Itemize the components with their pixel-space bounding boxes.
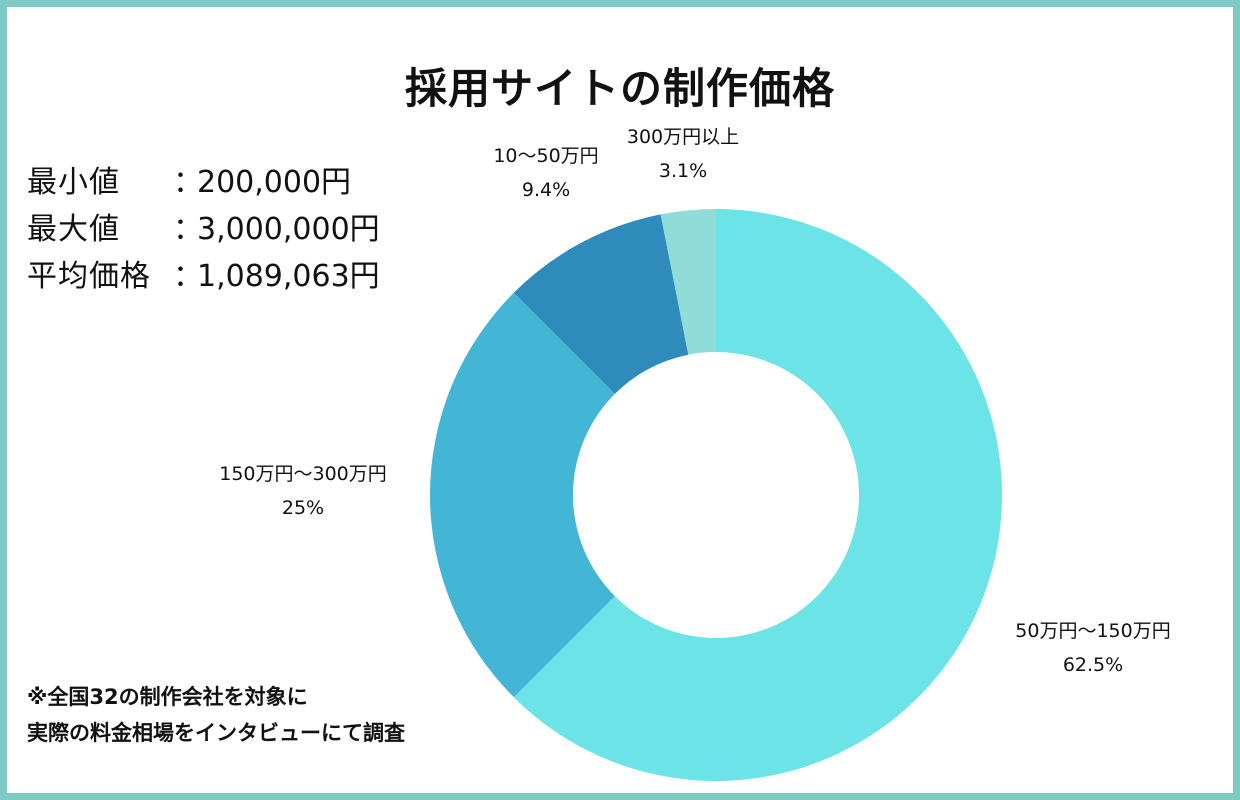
survey-note: ※全国32の制作会社を対象に 実際の料金相場をインタビューにて調査 bbox=[27, 679, 405, 751]
stat-label: 最大値 bbox=[27, 211, 120, 247]
survey-note-line: ※全国32の制作会社を対象に bbox=[27, 685, 308, 709]
stat-row-average: 平均価格 ： 1,089,063円 bbox=[27, 249, 380, 296]
stat-label: 平均価格 bbox=[27, 258, 151, 294]
chart-title: 採用サイトの制作価格 bbox=[404, 64, 835, 113]
donut-slice bbox=[660, 209, 716, 355]
stat-value: 3,000,000円 bbox=[197, 211, 380, 247]
stat-label: 最小値 bbox=[27, 164, 120, 200]
stat-value: 1,089,063円 bbox=[197, 258, 380, 294]
donut-slice bbox=[430, 292, 615, 698]
slice-category-label: 150万円〜300万円 bbox=[219, 463, 387, 485]
slice-percent-label: 3.1% bbox=[659, 160, 707, 182]
slice-category-label: 50万円〜150万円 bbox=[1015, 620, 1170, 642]
slice-percent-label: 9.4% bbox=[522, 179, 570, 201]
stat-value: 200,000円 bbox=[197, 164, 352, 200]
donut-slice bbox=[513, 209, 1002, 781]
donut-slice bbox=[513, 214, 689, 394]
stat-row-max: 最大値 ： 3,000,000円 bbox=[27, 202, 380, 249]
price-stats: 最小値 ： 200,000円 最大値 ： 3,000,000円 平均価格 ： 1… bbox=[27, 155, 380, 296]
slice-category-label: 300万円以上 bbox=[627, 126, 739, 148]
stat-row-min: 最小値 ： 200,000円 bbox=[27, 155, 380, 202]
slice-percent-label: 25% bbox=[282, 497, 324, 519]
slice-category-label: 10〜50万円 bbox=[493, 145, 598, 167]
survey-note-line: 実際の料金相場をインタビューにて調査 bbox=[27, 721, 405, 745]
slice-percent-label: 62.5% bbox=[1063, 654, 1123, 676]
